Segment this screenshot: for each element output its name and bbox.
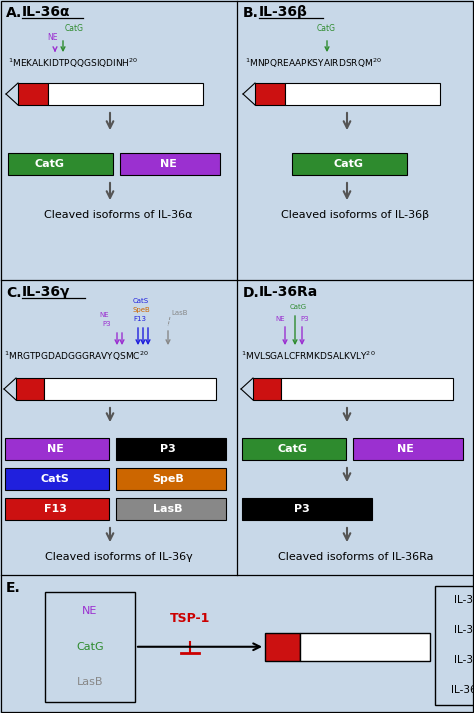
Bar <box>242 438 346 460</box>
Text: CatG: CatG <box>317 24 336 33</box>
Text: B.: B. <box>243 6 259 20</box>
Text: SpeB: SpeB <box>152 474 184 484</box>
Text: $^1$MRGTPGDADGGGRAVYQSMC$^{20}$: $^1$MRGTPGDADGGGRAVYQSMC$^{20}$ <box>4 350 149 364</box>
Text: TSP-1: TSP-1 <box>170 612 210 625</box>
Text: Cleaved isoforms of IL-36Ra: Cleaved isoforms of IL-36Ra <box>278 552 433 562</box>
Bar <box>116 438 226 460</box>
Text: IL-36Ra: IL-36Ra <box>259 285 318 299</box>
Text: $^1$MEKALKIDTPQQGSIQDINH$^{20}$: $^1$MEKALKIDTPQQGSIQDINH$^{20}$ <box>8 57 138 71</box>
Bar <box>16 378 44 400</box>
Text: IL-36β: IL-36β <box>454 625 474 635</box>
Bar <box>5 438 109 460</box>
Text: NE: NE <box>46 444 64 454</box>
Text: CatG: CatG <box>334 159 364 169</box>
Text: CatG: CatG <box>290 304 307 310</box>
Text: LasB: LasB <box>171 310 188 316</box>
Text: E.: E. <box>6 581 21 595</box>
Text: NE: NE <box>275 316 284 322</box>
Text: IL-36β: IL-36β <box>259 5 308 19</box>
Text: IL-36α: IL-36α <box>22 5 71 19</box>
Bar <box>242 498 372 520</box>
Text: LasB: LasB <box>153 504 183 514</box>
Text: D.: D. <box>243 286 260 300</box>
Bar <box>45 592 135 702</box>
Text: $^1$MVLSGALCFRMKDSALKVLY$^{20}$: $^1$MVLSGALCFRMKDSALKVLY$^{20}$ <box>241 350 375 362</box>
Text: NE: NE <box>99 312 109 318</box>
Text: IL-36Ra: IL-36Ra <box>451 685 474 695</box>
Text: IL-36α: IL-36α <box>454 595 474 605</box>
Bar <box>285 83 440 105</box>
Text: P3: P3 <box>102 321 110 327</box>
Text: Cleaved isoforms of IL-36γ: Cleaved isoforms of IL-36γ <box>45 552 192 562</box>
Bar <box>292 153 407 175</box>
Text: CatS: CatS <box>133 298 149 304</box>
Bar <box>265 632 300 661</box>
Text: P3: P3 <box>160 444 176 454</box>
Bar <box>281 378 453 400</box>
Text: CatG: CatG <box>76 642 104 652</box>
Text: NE: NE <box>397 444 413 454</box>
Bar <box>5 498 109 520</box>
Bar <box>116 498 226 520</box>
Text: F13: F13 <box>133 316 146 322</box>
Bar <box>18 83 48 105</box>
Bar <box>300 632 430 661</box>
Text: IL-36γ: IL-36γ <box>454 655 474 665</box>
Bar <box>255 83 285 105</box>
Text: P3: P3 <box>294 504 310 514</box>
Text: P3: P3 <box>300 316 309 322</box>
Bar <box>253 378 281 400</box>
Text: SpeB: SpeB <box>133 307 151 313</box>
Bar <box>44 378 216 400</box>
Text: CatG: CatG <box>65 24 84 33</box>
Text: IL-36γ: IL-36γ <box>22 285 70 299</box>
Text: $^1$MNPQREAAPKSYAIRDSRQM$^{20}$: $^1$MNPQREAAPKSYAIRDSRQM$^{20}$ <box>245 57 382 71</box>
Bar <box>5 468 109 490</box>
Bar <box>8 153 113 175</box>
Bar <box>120 153 220 175</box>
Text: LasB: LasB <box>77 677 103 687</box>
Bar <box>353 438 463 460</box>
Text: A.: A. <box>6 6 22 20</box>
Bar <box>435 586 474 704</box>
Bar <box>116 468 226 490</box>
Bar <box>48 83 203 105</box>
Text: NE: NE <box>160 159 176 169</box>
Text: CatG: CatG <box>35 159 65 169</box>
Text: NE: NE <box>82 607 98 617</box>
Text: CatS: CatS <box>41 474 69 484</box>
Text: C.: C. <box>6 286 21 300</box>
Text: NE: NE <box>47 33 57 42</box>
Text: Cleaved isoforms of IL-36α: Cleaved isoforms of IL-36α <box>44 210 193 220</box>
Text: F13: F13 <box>44 504 66 514</box>
Text: CatG: CatG <box>277 444 307 454</box>
Text: Cleaved isoforms of IL-36β: Cleaved isoforms of IL-36β <box>282 210 429 220</box>
